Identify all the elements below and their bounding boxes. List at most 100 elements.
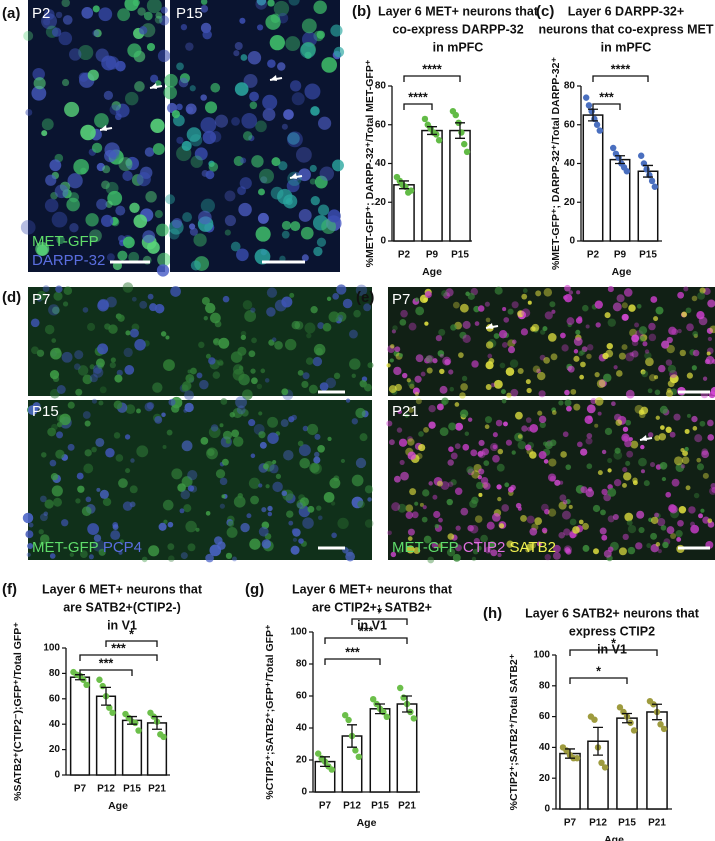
- cell: [665, 491, 672, 498]
- cell: [304, 83, 321, 100]
- cell: [537, 371, 546, 381]
- cell: [158, 522, 167, 531]
- cell: [240, 54, 248, 61]
- cell: [648, 322, 656, 331]
- cell: [239, 177, 252, 190]
- cell: [634, 322, 640, 328]
- cell: [425, 355, 433, 363]
- significance-bracket: [324, 637, 408, 644]
- cell: [150, 118, 165, 133]
- cell: [439, 427, 449, 436]
- cell: [602, 352, 609, 360]
- cell: [426, 367, 433, 374]
- cell: [573, 355, 580, 362]
- cell: [87, 322, 96, 331]
- cell: [50, 347, 62, 360]
- cell: [696, 457, 702, 463]
- cell: [286, 131, 303, 148]
- cell: [262, 108, 276, 121]
- arrow-head: [270, 75, 277, 81]
- subpanel-label: P2: [32, 5, 50, 22]
- cell: [455, 544, 462, 552]
- cell: [685, 485, 691, 491]
- y-tick-label: 80: [539, 680, 551, 691]
- cell: [129, 202, 140, 213]
- cell: [80, 124, 96, 141]
- cell: [495, 419, 503, 427]
- cell: [576, 290, 581, 295]
- cell: [96, 198, 108, 210]
- cell: [353, 309, 361, 318]
- data-point: [623, 168, 631, 175]
- cell: [398, 353, 403, 358]
- cell: [54, 347, 61, 354]
- significance-bracket: [569, 677, 628, 684]
- cell: [510, 388, 519, 397]
- significance-label: ****: [611, 62, 631, 76]
- cell: [643, 480, 650, 487]
- cell: [393, 350, 400, 357]
- cell: [682, 450, 688, 457]
- cell: [49, 459, 57, 467]
- cell: [43, 9, 55, 20]
- cell: [483, 460, 490, 467]
- cell: [601, 449, 607, 455]
- cell: [78, 72, 89, 82]
- cell: [474, 515, 483, 523]
- data-point: [83, 681, 90, 689]
- cell: [638, 526, 645, 534]
- cell: [181, 440, 193, 452]
- cell: [707, 518, 713, 524]
- cell: [586, 344, 594, 351]
- cell: [38, 529, 44, 535]
- cell: [467, 417, 473, 422]
- cell: [345, 398, 351, 403]
- cell: [144, 147, 155, 157]
- cell: [618, 352, 626, 360]
- cell: [670, 375, 678, 384]
- cell: [272, 459, 277, 465]
- cell: [147, 293, 154, 300]
- cell: [200, 117, 217, 133]
- significance-bracket: [105, 640, 158, 647]
- cell: [184, 390, 194, 401]
- cell: [496, 484, 502, 490]
- cell: [547, 333, 557, 342]
- cell: [435, 335, 442, 342]
- cell: [248, 419, 256, 427]
- cell: [534, 517, 543, 525]
- error-bar: [347, 724, 357, 748]
- cell: [85, 496, 92, 503]
- chart-title: in mPFC: [601, 40, 652, 54]
- cell: [520, 514, 527, 522]
- bar: [146, 722, 168, 776]
- cell: [183, 504, 192, 513]
- cell: [125, 468, 131, 474]
- data-point: [109, 709, 116, 716]
- cell: [686, 372, 693, 379]
- significance-label: *: [611, 636, 616, 650]
- cell: [234, 42, 243, 51]
- y-tick-label: 100: [43, 643, 60, 654]
- cell: [396, 547, 403, 554]
- cell: [261, 539, 272, 549]
- cell: [281, 230, 290, 239]
- cell: [615, 419, 623, 426]
- cell: [237, 493, 243, 499]
- cell: [176, 103, 183, 111]
- cell: [582, 544, 590, 552]
- cell: [289, 292, 295, 298]
- cell: [234, 82, 249, 96]
- cell: [439, 353, 444, 358]
- cell: [222, 295, 230, 303]
- cell: [414, 501, 419, 506]
- cell: [55, 285, 63, 293]
- cell: [244, 310, 257, 322]
- cell: [665, 426, 672, 433]
- cell: [20, 219, 36, 235]
- cell: [438, 517, 443, 523]
- cell: [82, 374, 93, 385]
- cell: [459, 303, 469, 313]
- cell: [455, 422, 464, 431]
- cell: [260, 368, 266, 374]
